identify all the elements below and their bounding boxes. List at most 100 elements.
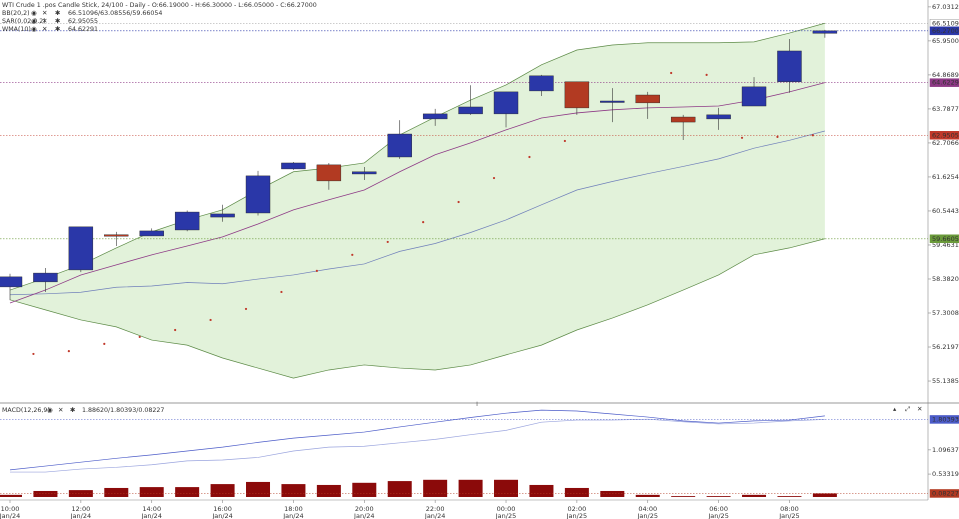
sar-dot bbox=[563, 139, 566, 143]
indicator-name: MACD(12,26,9) bbox=[2, 407, 50, 414]
eye-icon[interactable]: ◉ bbox=[31, 9, 37, 17]
candle-body bbox=[68, 226, 94, 271]
macd-histogram-bar bbox=[387, 481, 412, 497]
expand-icon[interactable]: ⤢ bbox=[905, 405, 911, 413]
sar-dot bbox=[138, 335, 141, 339]
x-date-label: Jan/25 bbox=[778, 512, 799, 519]
candle-body bbox=[210, 213, 235, 218]
price-label: 64.62291 bbox=[932, 79, 959, 87]
x-date-label: Jan/24 bbox=[0, 512, 20, 519]
macd-histogram-bar bbox=[104, 487, 129, 497]
macd-histogram-bar bbox=[246, 481, 271, 497]
macd-histogram-bar bbox=[316, 484, 341, 497]
price-label: 1.80393 bbox=[932, 415, 959, 423]
x-tick-label: 00:00 bbox=[497, 505, 516, 513]
signal-line bbox=[10, 418, 825, 473]
y-tick-label: 59.46318 bbox=[932, 241, 959, 249]
x-tick-label: 12:00 bbox=[71, 505, 90, 513]
settings-icon[interactable]: ✱ bbox=[55, 25, 60, 33]
sar-dot bbox=[315, 269, 318, 272]
y-tick-label: 65.95008 bbox=[932, 37, 959, 45]
candle-body bbox=[0, 276, 23, 288]
indicator-value: 66.51096/63.08556/59.66054 bbox=[68, 10, 162, 17]
x-tick-label: 18:00 bbox=[284, 505, 303, 513]
candle-body bbox=[635, 94, 660, 104]
candle-body bbox=[245, 175, 271, 214]
settings-icon[interactable]: ✱ bbox=[55, 17, 60, 25]
candle-body bbox=[458, 106, 483, 115]
macd-histogram-bar bbox=[671, 496, 696, 497]
y-tick-label: 0.53319 bbox=[932, 470, 959, 478]
macd-histogram-bar bbox=[635, 494, 660, 497]
y-tick-label: 58.38203 bbox=[932, 275, 959, 283]
candle-body bbox=[670, 116, 696, 123]
macd-histogram-bar bbox=[742, 494, 767, 497]
panel-controls: ◉ ✕ ✱ ◉ ✕ ✱ ◉ ✕ ✱ ◉ ✕ ✱ ▴ ⤢ ✕ ⁞ bbox=[31, 9, 922, 414]
eye-icon[interactable]: ◉ bbox=[47, 406, 53, 414]
candle-body bbox=[139, 230, 164, 237]
price-label-box bbox=[929, 234, 959, 244]
sar-dot bbox=[776, 135, 779, 138]
sar-dot bbox=[422, 221, 425, 224]
indicator-name: SAR(0.02,0.2) bbox=[2, 18, 46, 25]
x-date-label: Jan/24 bbox=[353, 512, 374, 519]
x-date-label: Jan/25 bbox=[707, 512, 728, 519]
sar-dot bbox=[705, 73, 708, 76]
close-icon[interactable]: ✕ bbox=[917, 405, 922, 413]
price-label-box bbox=[929, 26, 959, 36]
close-icon[interactable]: ✕ bbox=[42, 25, 47, 33]
sar-dot bbox=[244, 307, 248, 311]
price-label-box bbox=[929, 131, 959, 140]
macd-histogram-bar bbox=[139, 487, 164, 497]
candle-body bbox=[564, 81, 590, 109]
indicator-value: 1.88620/1.80393/0.08227 bbox=[82, 407, 164, 414]
x-tick-label: 04:00 bbox=[638, 505, 657, 513]
bb-band bbox=[10, 23, 825, 379]
eye-icon[interactable]: ◉ bbox=[31, 25, 37, 33]
macd-histogram-bar bbox=[175, 487, 200, 497]
y-tick-label: 1.09637 bbox=[932, 446, 959, 454]
ohlc-info: Candle Stick, 24/100 - Daily - O:66.1900… bbox=[58, 2, 317, 9]
settings-icon[interactable]: ✱ bbox=[70, 406, 75, 414]
candle-body bbox=[387, 133, 412, 158]
x-date-label: Jan/24 bbox=[424, 512, 445, 519]
move-icon[interactable]: ▴ bbox=[893, 405, 897, 413]
sar-dot bbox=[209, 318, 212, 322]
candle-body bbox=[33, 272, 58, 283]
y-tick-label: 67.03123 bbox=[932, 3, 959, 11]
price-label: 66.51096 bbox=[932, 19, 959, 27]
x-tick-label: 10:00 bbox=[1, 505, 20, 513]
eye-icon[interactable]: ◉ bbox=[31, 17, 37, 25]
macd-histogram-bar bbox=[706, 496, 731, 497]
close-icon[interactable]: ✕ bbox=[58, 406, 63, 414]
close-icon[interactable]: ✕ bbox=[42, 17, 47, 25]
sar-dot bbox=[386, 240, 389, 244]
y-tick-label: 55.13858 bbox=[932, 377, 959, 385]
macd-histogram-bar bbox=[33, 490, 58, 497]
macd-histogram-bar bbox=[458, 479, 483, 497]
close-icon[interactable]: ✕ bbox=[42, 9, 47, 17]
sar-dot bbox=[32, 352, 35, 356]
candle-body bbox=[352, 171, 377, 175]
settings-icon[interactable]: ✱ bbox=[55, 9, 60, 17]
candle-body bbox=[706, 114, 731, 120]
candle-body bbox=[174, 211, 200, 231]
x-date-label: Jan/25 bbox=[495, 512, 516, 519]
candle-body bbox=[529, 75, 554, 92]
indicator-value: 64.62291 bbox=[68, 26, 98, 33]
macd-histogram-bar bbox=[210, 484, 235, 497]
sar-dot bbox=[67, 349, 70, 353]
y-tick-label: 61.62548 bbox=[932, 173, 959, 181]
candle-body bbox=[812, 30, 838, 34]
sar-dot bbox=[103, 342, 106, 345]
x-date-label: Jan/24 bbox=[282, 512, 303, 519]
x-tick-label: 14:00 bbox=[142, 505, 161, 513]
y-tick-label: 63.78778 bbox=[932, 105, 959, 113]
price-label: 0.08227 bbox=[932, 489, 959, 497]
macd-histogram-bar bbox=[352, 482, 377, 497]
macd-histogram-bar bbox=[281, 484, 306, 497]
resize-handle[interactable]: ⁞ bbox=[476, 400, 478, 408]
price-label-box bbox=[929, 489, 959, 498]
legend: WTI Crude 1 .pos Candle Stick, 24/100 - … bbox=[2, 2, 317, 414]
